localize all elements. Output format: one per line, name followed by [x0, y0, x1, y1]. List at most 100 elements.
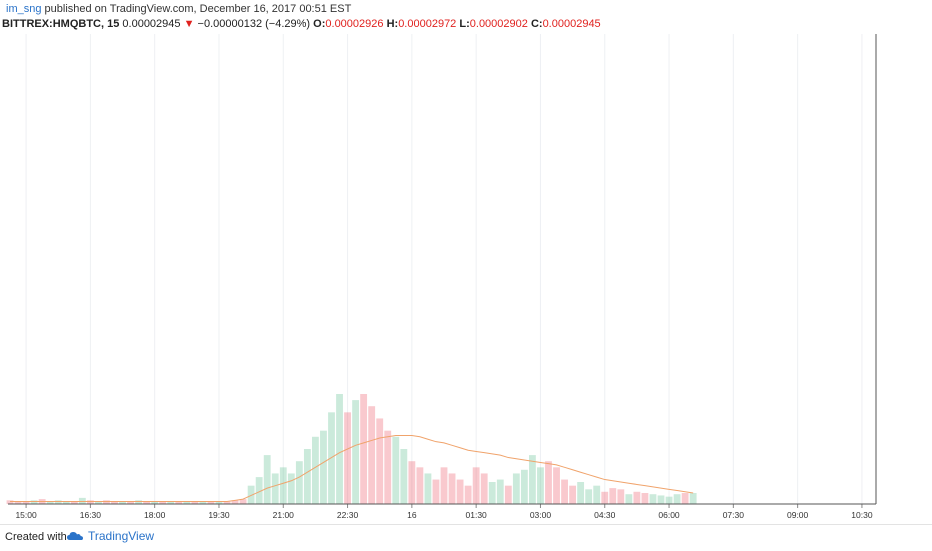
- volume-bar: [175, 501, 183, 504]
- volume-bar: [617, 489, 625, 504]
- price-axis[interactable]: 0.000050000.000048000.000046000.00004400…: [8, 34, 932, 506]
- volume-bar: [247, 485, 255, 504]
- publish-line: im_sng published on TradingView.com, Dec…: [6, 3, 351, 15]
- created-with-text: Created with: [5, 531, 67, 543]
- volume-bar: [641, 493, 649, 504]
- volume-bar: [472, 467, 480, 504]
- volume-bar: [239, 499, 247, 504]
- volume-bar: [440, 467, 448, 504]
- volume-bar: [408, 461, 416, 504]
- x-tick-label: 07:30: [723, 510, 745, 520]
- tradingview-brand[interactable]: TradingView: [66, 529, 154, 543]
- volume-bar: [30, 500, 38, 504]
- price-change: −0.00000132 (−4.29%): [197, 18, 311, 30]
- x-tick-label: 16: [407, 510, 417, 520]
- volume-bar: [127, 501, 134, 504]
- x-tick-label: 18:00: [144, 510, 166, 520]
- x-tick-label: 09:00: [787, 510, 809, 520]
- volume-bar: [456, 479, 464, 504]
- symbol-label: BITTREX:HMQBTC, 15: [2, 18, 120, 30]
- volume-bar: [609, 488, 617, 504]
- volume-bar: [78, 497, 86, 504]
- volume-bar: [673, 494, 681, 504]
- volume-bar: [263, 455, 271, 504]
- volume-bar: [215, 501, 223, 504]
- volume-bar: [432, 479, 440, 504]
- volume-bar: [143, 501, 151, 504]
- volume-bar: [625, 494, 633, 504]
- volume-bar: [279, 467, 287, 504]
- volume-bar: [119, 501, 126, 504]
- volume-bar: [376, 418, 384, 504]
- price-chart[interactable]: MA2CrossLE+2MA2CrossSE-2MA2CrossLE+2MA2C…: [0, 34, 932, 524]
- volume-bar: [207, 501, 215, 504]
- high-label: H:: [386, 18, 399, 30]
- volume-bar: [183, 501, 191, 504]
- x-tick-label: 06:00: [658, 510, 680, 520]
- volume-bar: [424, 473, 432, 504]
- volume-bar: [561, 479, 568, 504]
- volume-bar: [328, 412, 335, 504]
- volume-bar: [569, 485, 577, 504]
- volume-bar: [231, 500, 239, 504]
- volume-bar: [255, 477, 263, 504]
- volume-bar: [496, 479, 504, 504]
- volume-bar: [103, 500, 110, 504]
- x-tick-label: 19:30: [208, 510, 230, 520]
- volume-bar: [529, 455, 536, 504]
- volume-bar: [22, 501, 30, 504]
- volume-bar: [488, 482, 496, 504]
- volume-bar: [464, 485, 472, 504]
- volume-bar: [191, 501, 199, 504]
- low-value: 0.00002902: [469, 18, 528, 30]
- volume-bar: [689, 493, 697, 504]
- volume-bar: [504, 485, 512, 504]
- volume-bar: [512, 473, 520, 504]
- volume-bar: [360, 394, 368, 504]
- author-link[interactable]: im_sng: [6, 3, 42, 15]
- x-tick-label: 04:30: [594, 510, 616, 520]
- time-axis[interactable]: 15:00 16:30 18:00 19:30 21:00 22:30 16 01:30 03:…: [8, 503, 876, 520]
- volume-bar: [271, 473, 279, 504]
- volume-ma-path: [10, 435, 694, 503]
- volume-bar: [287, 473, 295, 504]
- x-tick-label: 16:30: [80, 510, 102, 520]
- volume-bar: [577, 482, 585, 504]
- volume-bar: [159, 501, 167, 504]
- chart-header: im_sng published on TradingView.com, Dec…: [0, 0, 932, 34]
- volume-bar: [681, 493, 689, 504]
- x-tick-label: 01:30: [466, 510, 488, 520]
- volume-bar: [70, 501, 78, 504]
- volume-bar: [601, 491, 609, 504]
- volume-bar: [223, 501, 231, 504]
- volume-bar: [344, 412, 351, 504]
- volume-bar: [14, 501, 22, 504]
- volume-bar: [392, 436, 400, 504]
- ohlc-legend: BITTREX:HMQBTC, 15 0.00002945 ▼ −0.00000…: [2, 18, 601, 30]
- volume-bar: [167, 501, 175, 504]
- volume-bar: [537, 467, 544, 504]
- volume-bar: [448, 473, 456, 504]
- volume-bar: [368, 406, 376, 504]
- brand-name: TradingView: [88, 529, 155, 543]
- x-tick-label: 10:30: [851, 510, 873, 520]
- low-label: L:: [459, 18, 470, 30]
- published-text: published on TradingView.com, December 1…: [44, 3, 352, 15]
- volume-bar: [295, 461, 303, 504]
- volume-bar: [46, 501, 54, 504]
- volume-bar: [633, 491, 641, 504]
- volume-bar: [135, 500, 143, 504]
- tradingview-cloud-icon: [67, 532, 83, 540]
- volume-bar: [665, 496, 673, 504]
- volume-bar: [86, 500, 94, 504]
- open-value: 0.00002926: [325, 18, 384, 30]
- chart-grid: [25, 34, 863, 504]
- volume-bars: [6, 394, 697, 504]
- x-tick-label: 21:00: [273, 510, 295, 520]
- x-tick-label: 15:00: [15, 510, 37, 520]
- change-arrow-icon: ▼: [183, 18, 195, 30]
- volume-bar: [352, 400, 360, 504]
- volume-bar: [303, 449, 311, 504]
- volume-bar: [416, 467, 424, 504]
- volume-bar: [593, 485, 601, 504]
